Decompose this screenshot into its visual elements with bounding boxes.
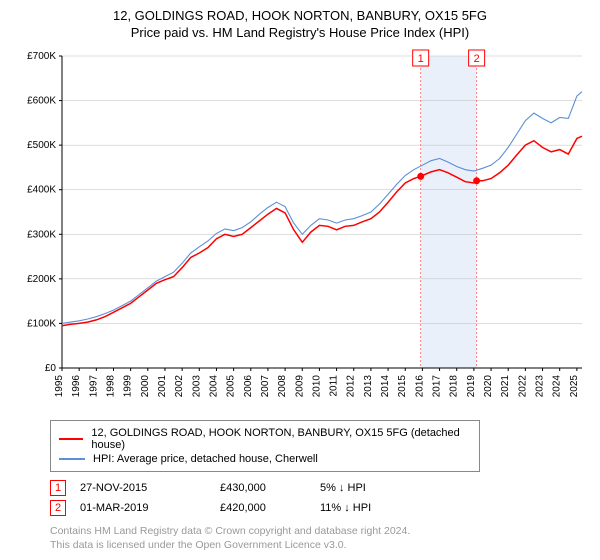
svg-text:1997: 1997 (88, 375, 99, 398)
transaction-marker: 1 (50, 480, 66, 496)
legend: 12, GOLDINGS ROAD, HOOK NORTON, BANBURY,… (50, 420, 480, 472)
svg-text:2018: 2018 (449, 375, 460, 398)
svg-text:2000: 2000 (140, 375, 151, 398)
svg-text:1996: 1996 (71, 375, 82, 398)
svg-text:2004: 2004 (208, 375, 219, 398)
svg-text:2014: 2014 (380, 375, 391, 398)
svg-text:2015: 2015 (397, 375, 408, 398)
footer-line-1: Contains HM Land Registry data © Crown c… (50, 524, 590, 538)
footer-line-2: This data is licensed under the Open Gov… (50, 538, 590, 552)
legend-swatch (59, 458, 85, 460)
svg-text:2025: 2025 (569, 375, 580, 398)
svg-text:£100K: £100K (27, 318, 56, 329)
svg-text:2006: 2006 (243, 375, 254, 398)
legend-item: HPI: Average price, detached house, Cher… (59, 453, 471, 465)
svg-text:2017: 2017 (432, 375, 443, 398)
svg-text:£0: £0 (45, 363, 57, 374)
svg-text:2001: 2001 (157, 375, 168, 398)
svg-text:2005: 2005 (226, 375, 237, 398)
transaction-date: 01-MAR-2019 (80, 502, 220, 514)
transaction-delta: 11% ↓ HPI (320, 502, 440, 514)
legend-label: 12, GOLDINGS ROAD, HOOK NORTON, BANBURY,… (91, 427, 471, 451)
svg-text:2024: 2024 (552, 375, 563, 398)
svg-text:2011: 2011 (329, 375, 340, 397)
svg-text:£400K: £400K (27, 185, 56, 196)
svg-text:2002: 2002 (174, 375, 185, 398)
chart-title: 12, GOLDINGS ROAD, HOOK NORTON, BANBURY,… (10, 8, 590, 23)
svg-text:£500K: £500K (27, 140, 56, 151)
svg-text:2010: 2010 (311, 375, 322, 398)
svg-text:2012: 2012 (346, 375, 357, 398)
transaction-marker: 2 (50, 500, 66, 516)
transaction-date: 27-NOV-2015 (80, 482, 220, 494)
svg-text:2013: 2013 (363, 375, 374, 398)
transaction-table: 1 27-NOV-2015£430,0005% ↓ HPI 2 01-MAR-2019… (50, 480, 590, 516)
line-chart-svg: £0 £100K £200K £300K £400K £500K £600K £700K 199… (10, 48, 590, 408)
svg-text:2020: 2020 (483, 375, 494, 398)
transaction-price: £420,000 (220, 502, 320, 514)
footer-attribution: Contains HM Land Registry data © Crown c… (50, 524, 590, 552)
svg-text:£200K: £200K (27, 274, 56, 285)
svg-text:2: 2 (474, 53, 480, 65)
svg-text:1995: 1995 (54, 375, 65, 398)
legend-item: 12, GOLDINGS ROAD, HOOK NORTON, BANBURY,… (59, 427, 471, 451)
svg-text:1999: 1999 (123, 375, 134, 398)
svg-text:£700K: £700K (27, 51, 56, 62)
svg-text:2021: 2021 (500, 375, 511, 398)
transaction-delta: 5% ↓ HPI (320, 482, 440, 494)
svg-text:2008: 2008 (277, 375, 288, 398)
svg-text:2003: 2003 (191, 375, 202, 398)
svg-text:£300K: £300K (27, 229, 56, 240)
svg-text:1998: 1998 (105, 375, 116, 398)
svg-text:2023: 2023 (535, 375, 546, 398)
legend-swatch (59, 438, 83, 440)
svg-text:2009: 2009 (294, 375, 305, 398)
chart-subtitle: Price paid vs. HM Land Registry's House … (10, 25, 590, 40)
transaction-price: £430,000 (220, 482, 320, 494)
transaction-row: 1 27-NOV-2015£430,0005% ↓ HPI (50, 480, 590, 496)
svg-text:£600K: £600K (27, 96, 56, 107)
legend-label: HPI: Average price, detached house, Cher… (93, 453, 318, 465)
svg-text:2016: 2016 (414, 375, 425, 398)
transaction-row: 2 01-MAR-2019£420,00011% ↓ HPI (50, 500, 590, 516)
svg-text:1: 1 (418, 53, 424, 65)
chart-area: £0 £100K £200K £300K £400K £500K £600K £700K 199… (10, 48, 590, 408)
svg-text:2019: 2019 (466, 375, 477, 398)
svg-text:2022: 2022 (517, 375, 528, 398)
svg-text:2007: 2007 (260, 375, 271, 398)
